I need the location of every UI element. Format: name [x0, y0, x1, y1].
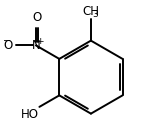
Text: CH: CH: [82, 5, 99, 18]
Text: +: +: [36, 37, 43, 46]
Text: 3: 3: [92, 10, 98, 19]
Text: O: O: [3, 39, 12, 52]
Text: N: N: [32, 39, 40, 52]
Text: HO: HO: [21, 108, 39, 121]
Text: O: O: [32, 11, 42, 24]
Text: −: −: [3, 36, 12, 46]
